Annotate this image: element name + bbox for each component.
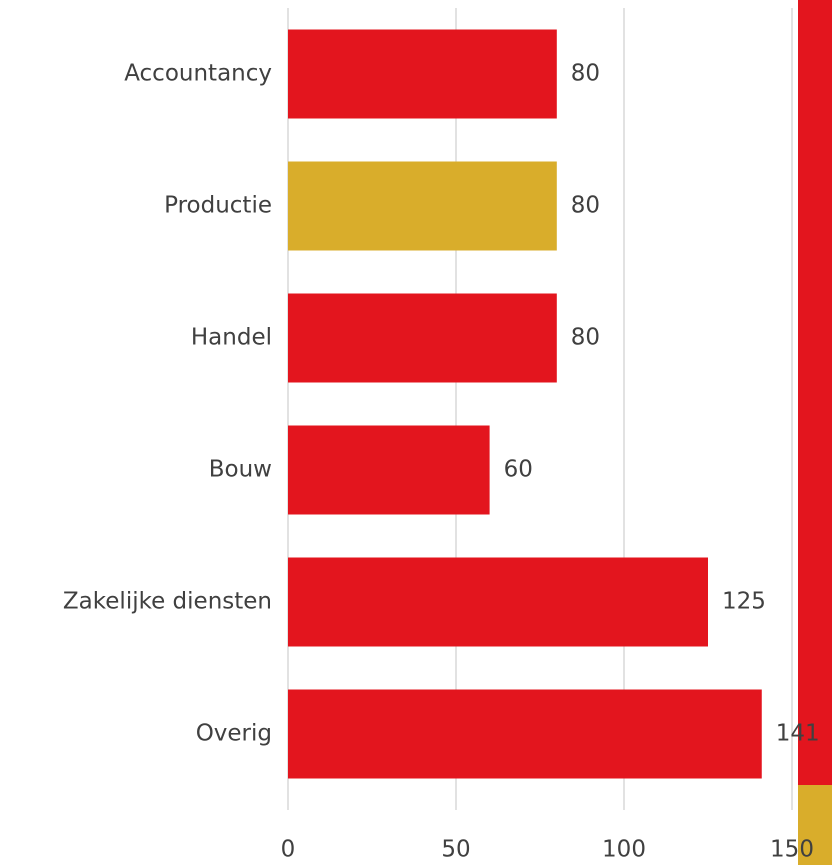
category-label: Overig: [196, 721, 272, 747]
value-label: 60: [504, 457, 533, 483]
value-label: 80: [571, 61, 600, 87]
value-label: 80: [571, 193, 600, 219]
x-tick-label: 0: [281, 837, 296, 863]
value-label: 141: [776, 721, 820, 747]
x-tick-label: 150: [770, 837, 814, 863]
category-label: Accountancy: [124, 61, 272, 87]
bar: [288, 557, 708, 647]
category-label: Productie: [164, 193, 272, 219]
bar: [288, 293, 557, 383]
side-strip: [798, 0, 832, 785]
bar: [288, 689, 762, 779]
bar: [288, 425, 490, 515]
value-label: 125: [722, 589, 766, 615]
side-strip: [798, 785, 832, 865]
x-tick-label: 100: [602, 837, 646, 863]
bar: [288, 29, 557, 119]
category-label: Zakelijke diensten: [63, 589, 272, 615]
x-tick-label: 50: [441, 837, 470, 863]
category-label: Bouw: [209, 457, 272, 483]
bar: [288, 161, 557, 251]
category-label: Handel: [191, 325, 272, 351]
value-label: 80: [571, 325, 600, 351]
